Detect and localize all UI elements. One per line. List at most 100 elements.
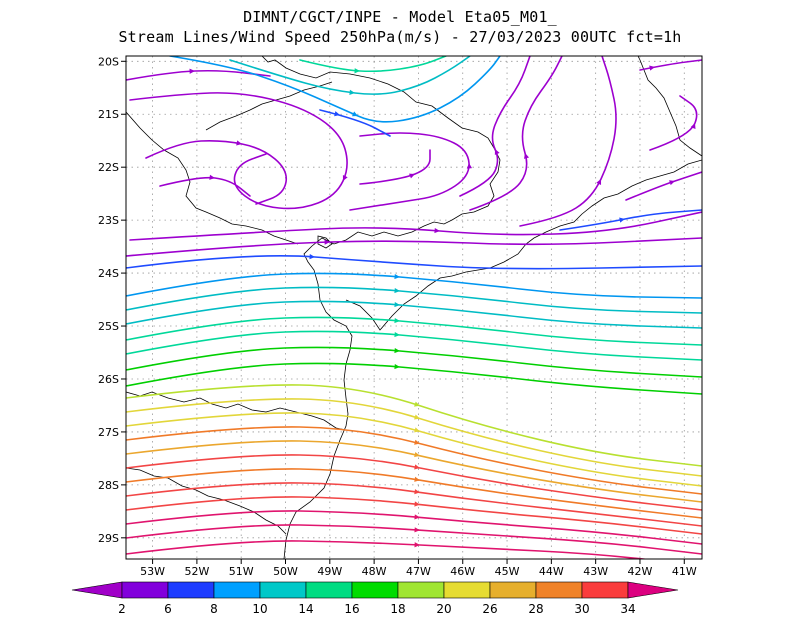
coastline-east <box>637 56 702 157</box>
streamline-arrow <box>349 89 355 95</box>
streamline-arrow <box>414 501 420 507</box>
border-state-2 <box>205 81 333 131</box>
lon-tick-label: 42W <box>628 565 653 578</box>
lon-tick-label: 47W <box>406 565 431 578</box>
streamline <box>625 171 702 201</box>
streamline-arrow <box>236 140 242 146</box>
chart-title: DIMNT/CGCT/INPE - Model Eta05_M01_ <box>243 8 557 26</box>
coastline <box>126 56 702 559</box>
streamline-arrow <box>596 179 602 185</box>
streamline <box>126 237 702 257</box>
lat-tick-label: 21S <box>98 108 119 121</box>
streamline-arrow <box>414 439 420 445</box>
lon-tick-label: 45W <box>495 565 520 578</box>
streamline-arrow <box>414 542 420 548</box>
border-southwest <box>126 391 347 431</box>
streamline-arrow <box>414 527 420 533</box>
streamline <box>299 56 447 73</box>
colorbar-label: 34 <box>620 602 635 616</box>
lon-tick-label: 50W <box>273 565 298 578</box>
streamline <box>639 59 702 71</box>
colorbar-box <box>397 581 445 599</box>
streamline-arrow <box>619 217 625 223</box>
colorbar-label: 30 <box>574 602 589 616</box>
colorbar-arrow-left <box>71 581 123 599</box>
lon-tick-label: 52W <box>184 565 209 578</box>
colorbar-box <box>443 581 491 599</box>
streamline-arrow <box>309 253 315 260</box>
streamline-arrow <box>189 68 195 74</box>
streamline-arrow <box>394 331 400 338</box>
streamline-arrow <box>394 301 400 308</box>
lat-tick-label: 29S <box>98 532 119 545</box>
streamline <box>126 255 702 270</box>
streamline <box>229 56 471 95</box>
lat-tick-label: 28S <box>98 479 119 492</box>
colorbar-label: 16 <box>344 602 359 616</box>
colorbar-box <box>259 581 307 599</box>
colorbar-label: 14 <box>298 602 313 616</box>
colorbar-box <box>167 581 215 599</box>
streamline <box>649 95 698 151</box>
colorbar-label: 28 <box>528 602 543 616</box>
streamline <box>145 140 288 205</box>
streamline-arrow <box>434 227 440 234</box>
streamline-arrow <box>394 317 400 324</box>
colorbar-box <box>581 581 629 599</box>
colorbar-arrow-right <box>627 581 679 599</box>
lat-tick-label: 25S <box>98 320 119 333</box>
colorbar-label: 20 <box>436 602 451 616</box>
streamline-arrow <box>209 174 215 180</box>
streamline <box>169 56 501 123</box>
lon-tick-label: 49W <box>317 565 342 578</box>
streamline-arrow <box>690 123 696 129</box>
streamline-arrow <box>394 347 400 354</box>
colorbar-box <box>305 581 353 599</box>
colorbar-label: 8 <box>210 602 218 616</box>
streamline-arrow <box>394 273 400 280</box>
plot-frame <box>125 55 703 560</box>
lon-tick-label: 51W <box>229 565 254 578</box>
streamline-arrow <box>414 427 420 433</box>
streamline <box>519 56 617 227</box>
lat-tick-label: 26S <box>98 373 119 386</box>
colorbar-box <box>213 581 261 599</box>
lon-tick-label: 41W <box>672 565 697 578</box>
border-state <box>126 467 287 535</box>
streamline <box>359 149 431 185</box>
streamline-arrow <box>394 363 400 370</box>
lon-tick-label: 46W <box>450 565 475 578</box>
streamline-arrow <box>334 111 340 117</box>
plot-area <box>125 55 703 560</box>
colorbar-label: 18 <box>390 602 405 616</box>
lon-tick-label: 53W <box>140 565 165 578</box>
streamline <box>319 109 391 137</box>
streamline-arrow <box>414 476 420 482</box>
streamline-arrow <box>669 180 675 186</box>
streamline <box>159 176 251 197</box>
colorbar-label: 26 <box>482 602 497 616</box>
colorbar-box <box>535 581 583 599</box>
streamline-arrow <box>649 65 655 71</box>
streamline-arrow <box>414 401 420 407</box>
lon-tick-label: 44W <box>539 565 564 578</box>
chart-subtitle: Stream Lines/Wind Speed 250hPa(m/s) - 27… <box>118 28 682 46</box>
streamline-arrow <box>324 239 330 245</box>
colorbar-box <box>351 581 399 599</box>
streamline-arrow <box>494 149 500 155</box>
streamline-arrow <box>394 287 400 294</box>
lat-tick-label: 22S <box>98 161 119 174</box>
streamlines <box>126 56 702 559</box>
colorbar: 2 6 8 10 14 16 18 20 26 28 30 34 <box>71 581 679 616</box>
streamline <box>459 56 531 197</box>
streamline-arrow <box>414 414 420 420</box>
longitude-axis: 53W 52W 51W 50W 49W 48W 47W 46W 45W 44W 43W 42W 41W <box>140 559 697 578</box>
coastline-continent <box>261 56 501 559</box>
lat-tick-label: 24S <box>98 267 119 280</box>
streamline-arrow <box>352 111 358 117</box>
streamline-arrow <box>414 452 420 458</box>
streamline-arrow <box>466 163 473 169</box>
colorbar-box <box>489 581 537 599</box>
colorbar-label: 6 <box>164 602 172 616</box>
